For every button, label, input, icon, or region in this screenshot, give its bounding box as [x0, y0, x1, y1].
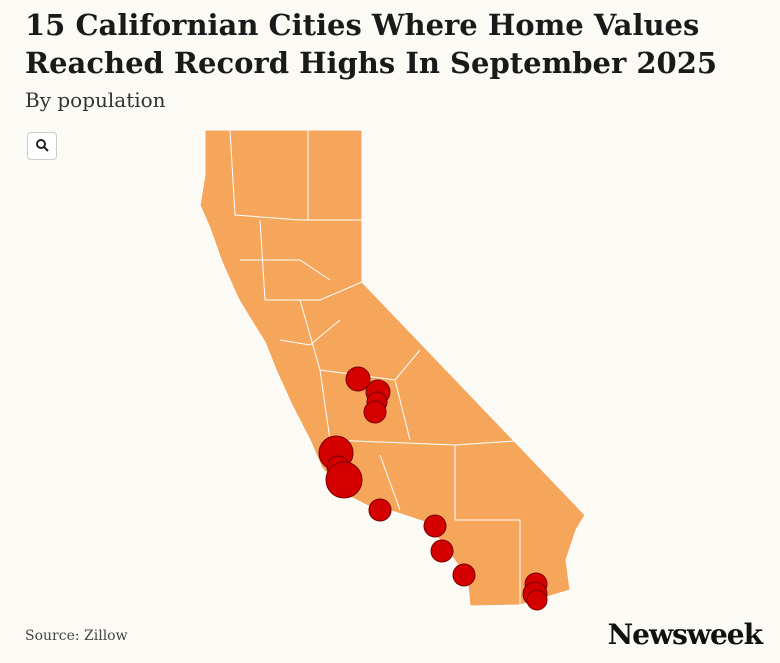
search-button[interactable] — [27, 132, 57, 160]
city-bubble — [363, 400, 387, 424]
city-bubble — [325, 461, 363, 499]
city-bubble — [452, 563, 476, 587]
city-bubble — [345, 366, 371, 392]
city-bubble — [423, 514, 447, 538]
city-bubbles — [318, 366, 548, 611]
search-icon — [36, 138, 49, 152]
subtitle: By population — [25, 88, 166, 112]
city-bubble — [368, 498, 392, 522]
logo: Newsweek — [607, 618, 763, 651]
source: Source: Zillow — [25, 628, 128, 644]
california — [199, 129, 586, 607]
title: 15 Californian Cities Where Home Values … — [25, 8, 718, 80]
city-bubble — [526, 589, 548, 611]
city-bubble — [430, 539, 454, 563]
